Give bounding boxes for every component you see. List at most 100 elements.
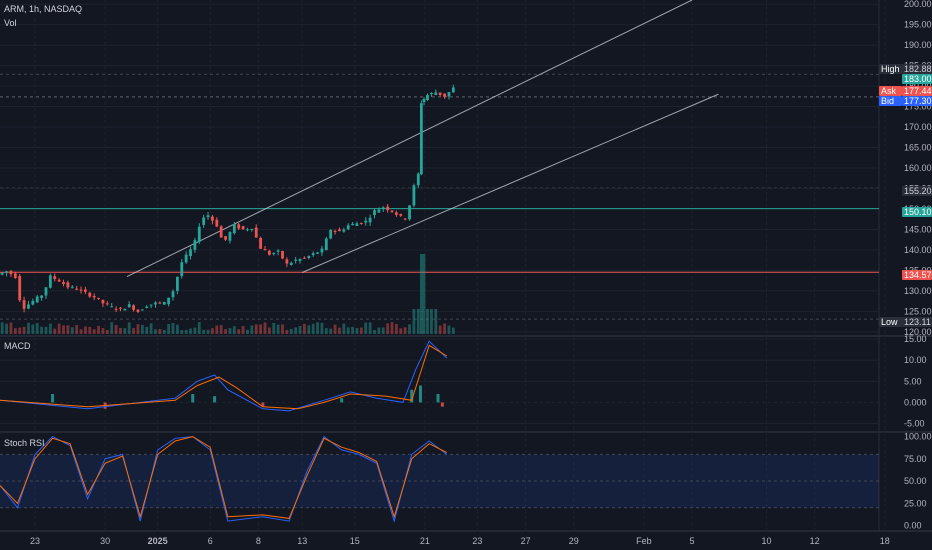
candle-body[interactable] <box>70 286 74 288</box>
candle-body[interactable] <box>373 210 376 216</box>
candle-body[interactable] <box>127 304 131 308</box>
candle-body[interactable] <box>426 95 429 101</box>
candle-body[interactable] <box>263 249 267 251</box>
candle-body[interactable] <box>333 230 337 232</box>
candle-body[interactable] <box>140 309 144 311</box>
candle-body[interactable] <box>355 223 359 226</box>
candle-body[interactable] <box>386 206 390 211</box>
channel-lower-trendline[interactable] <box>302 93 719 273</box>
candle-body[interactable] <box>189 249 192 257</box>
macd-pane[interactable] <box>0 340 448 412</box>
candle-body[interactable] <box>206 215 210 218</box>
candle-body[interactable] <box>167 297 171 305</box>
candle-body[interactable] <box>338 229 341 232</box>
macd-series-signal[interactable] <box>0 344 448 410</box>
candle-body[interactable] <box>66 282 70 288</box>
candle-body[interactable] <box>44 287 48 296</box>
candle-body[interactable] <box>320 248 324 253</box>
candle-body[interactable] <box>145 306 149 308</box>
candle-body[interactable] <box>132 305 135 310</box>
candle-body[interactable] <box>285 259 289 264</box>
symbol-title[interactable]: ARM, 1h, NASDAQ <box>4 4 83 14</box>
candle-body[interactable] <box>13 273 17 278</box>
candle-body[interactable] <box>281 251 284 259</box>
stoch-rsi-pane[interactable] <box>0 435 879 523</box>
candle-body[interactable] <box>9 270 13 275</box>
candle-body[interactable] <box>447 92 451 97</box>
candle-body[interactable] <box>123 308 127 311</box>
candle-body[interactable] <box>241 226 245 230</box>
candle-body[interactable] <box>250 228 254 230</box>
candle-body[interactable] <box>75 288 79 290</box>
candle-body[interactable] <box>364 220 368 223</box>
candle-body[interactable] <box>430 92 433 95</box>
candle-body[interactable] <box>342 229 346 232</box>
candle-body[interactable] <box>136 309 140 312</box>
candle-body[interactable] <box>215 219 219 227</box>
candle-body[interactable] <box>443 93 446 97</box>
candle-body[interactable] <box>22 300 26 309</box>
candle-body[interactable] <box>276 250 280 252</box>
candle-body[interactable] <box>162 301 166 305</box>
candle-body[interactable] <box>272 253 276 255</box>
candle-body[interactable] <box>298 258 302 261</box>
candle-body[interactable] <box>149 304 153 306</box>
candle-body[interactable] <box>329 229 333 239</box>
candle-body[interactable] <box>193 240 197 250</box>
candle-body[interactable] <box>408 205 411 220</box>
candle-body[interactable] <box>197 226 201 242</box>
candle-body[interactable] <box>53 276 57 279</box>
candle-body[interactable] <box>451 87 455 93</box>
candle-body[interactable] <box>254 227 258 238</box>
candle-body[interactable] <box>422 98 426 103</box>
candle-body[interactable] <box>368 217 372 223</box>
candle-body[interactable] <box>351 223 354 226</box>
candle-body[interactable] <box>202 217 206 225</box>
candle-body[interactable] <box>0 272 4 275</box>
candle-body[interactable] <box>289 262 293 266</box>
candle-body[interactable] <box>110 306 114 308</box>
candle-body[interactable] <box>40 295 44 298</box>
candle-body[interactable] <box>416 173 420 186</box>
candle-body[interactable] <box>175 276 179 291</box>
candle-body[interactable] <box>171 291 175 298</box>
candle-body[interactable] <box>48 275 52 288</box>
candle-body[interactable] <box>324 238 328 251</box>
candle-body[interactable] <box>399 214 403 216</box>
candle-body[interactable] <box>394 212 398 215</box>
candle-body[interactable] <box>237 224 241 229</box>
stoch-series-k[interactable] <box>0 435 448 523</box>
candle-body[interactable] <box>97 297 100 299</box>
candle-body[interactable] <box>180 262 184 277</box>
price-pane[interactable] <box>0 0 879 334</box>
candle-body[interactable] <box>79 289 83 291</box>
candle-body[interactable] <box>219 226 223 238</box>
candle-body[interactable] <box>101 299 105 304</box>
candle-body[interactable] <box>390 210 394 212</box>
candle-body[interactable] <box>346 225 350 230</box>
candle-body[interactable] <box>359 222 363 224</box>
candle-body[interactable] <box>27 304 30 309</box>
candle-body[interactable] <box>57 279 61 282</box>
candle-body[interactable] <box>246 229 249 231</box>
candle-body[interactable] <box>158 302 162 304</box>
stoch-series-d[interactable] <box>0 436 448 519</box>
candle-body[interactable] <box>224 236 227 240</box>
candle-body[interactable] <box>259 237 263 249</box>
candle-body[interactable] <box>307 255 311 258</box>
candle-body[interactable] <box>228 232 232 241</box>
candle-body[interactable] <box>211 216 214 221</box>
candle-body[interactable] <box>311 253 315 256</box>
candle-body[interactable] <box>412 185 416 206</box>
candle-body[interactable] <box>403 218 407 220</box>
candle-body[interactable] <box>35 296 39 303</box>
candle-body[interactable] <box>5 271 8 274</box>
candle-body[interactable] <box>154 302 157 305</box>
candle-body[interactable] <box>62 282 65 285</box>
candle-body[interactable] <box>316 252 319 254</box>
candle-body[interactable] <box>419 103 423 175</box>
candle-body[interactable] <box>303 257 306 259</box>
candle-body[interactable] <box>88 292 92 297</box>
macd-series-macd[interactable] <box>0 340 448 412</box>
